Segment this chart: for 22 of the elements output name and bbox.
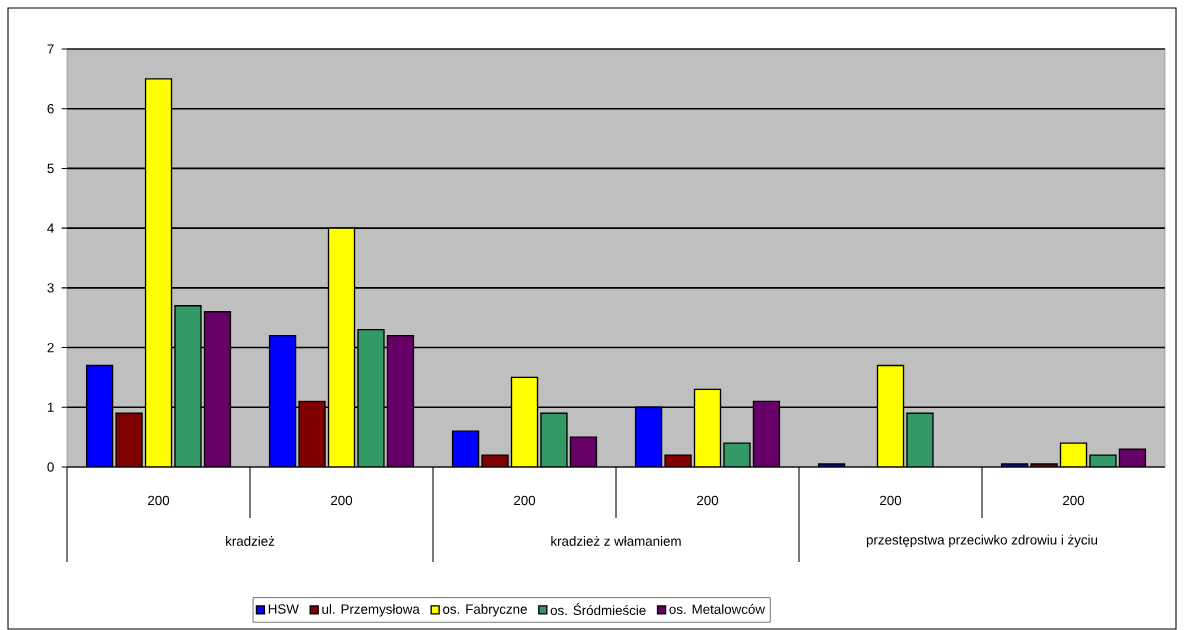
x-tick-label: 200 <box>148 495 170 506</box>
x-tick-label: 200 <box>697 495 719 506</box>
legend-label: os. Śródmieście <box>550 602 646 616</box>
legend-label: os. Fabryczne <box>443 604 527 617</box>
y-tick-label: 1 <box>47 402 54 412</box>
x-tick-label: 200 <box>514 495 536 506</box>
y-tick-label: 5 <box>47 163 54 174</box>
x-tick-label: 200 <box>331 495 353 506</box>
y-tick-label: 6 <box>47 103 54 114</box>
y-tick-label: 2 <box>47 342 54 353</box>
legend-label: ul. Przemysłowa <box>322 604 420 617</box>
y-tick-label: 0 <box>47 462 54 472</box>
y-tick-label: 4 <box>47 223 54 233</box>
y-tick-label: 3 <box>47 283 54 293</box>
legend-label: os. Metalowców <box>669 604 765 614</box>
legend-label: HSW <box>268 604 299 614</box>
y-tick-label: 7 <box>47 44 54 54</box>
text: kradzież <box>226 536 275 546</box>
x-tick-label: 200 <box>1063 495 1085 506</box>
text: kradzież z włamaniem <box>551 536 681 546</box>
x-tick-label: 200 <box>880 495 902 506</box>
text: przestępstwa przeciwko zdrowiu i życiu <box>866 534 1098 548</box>
